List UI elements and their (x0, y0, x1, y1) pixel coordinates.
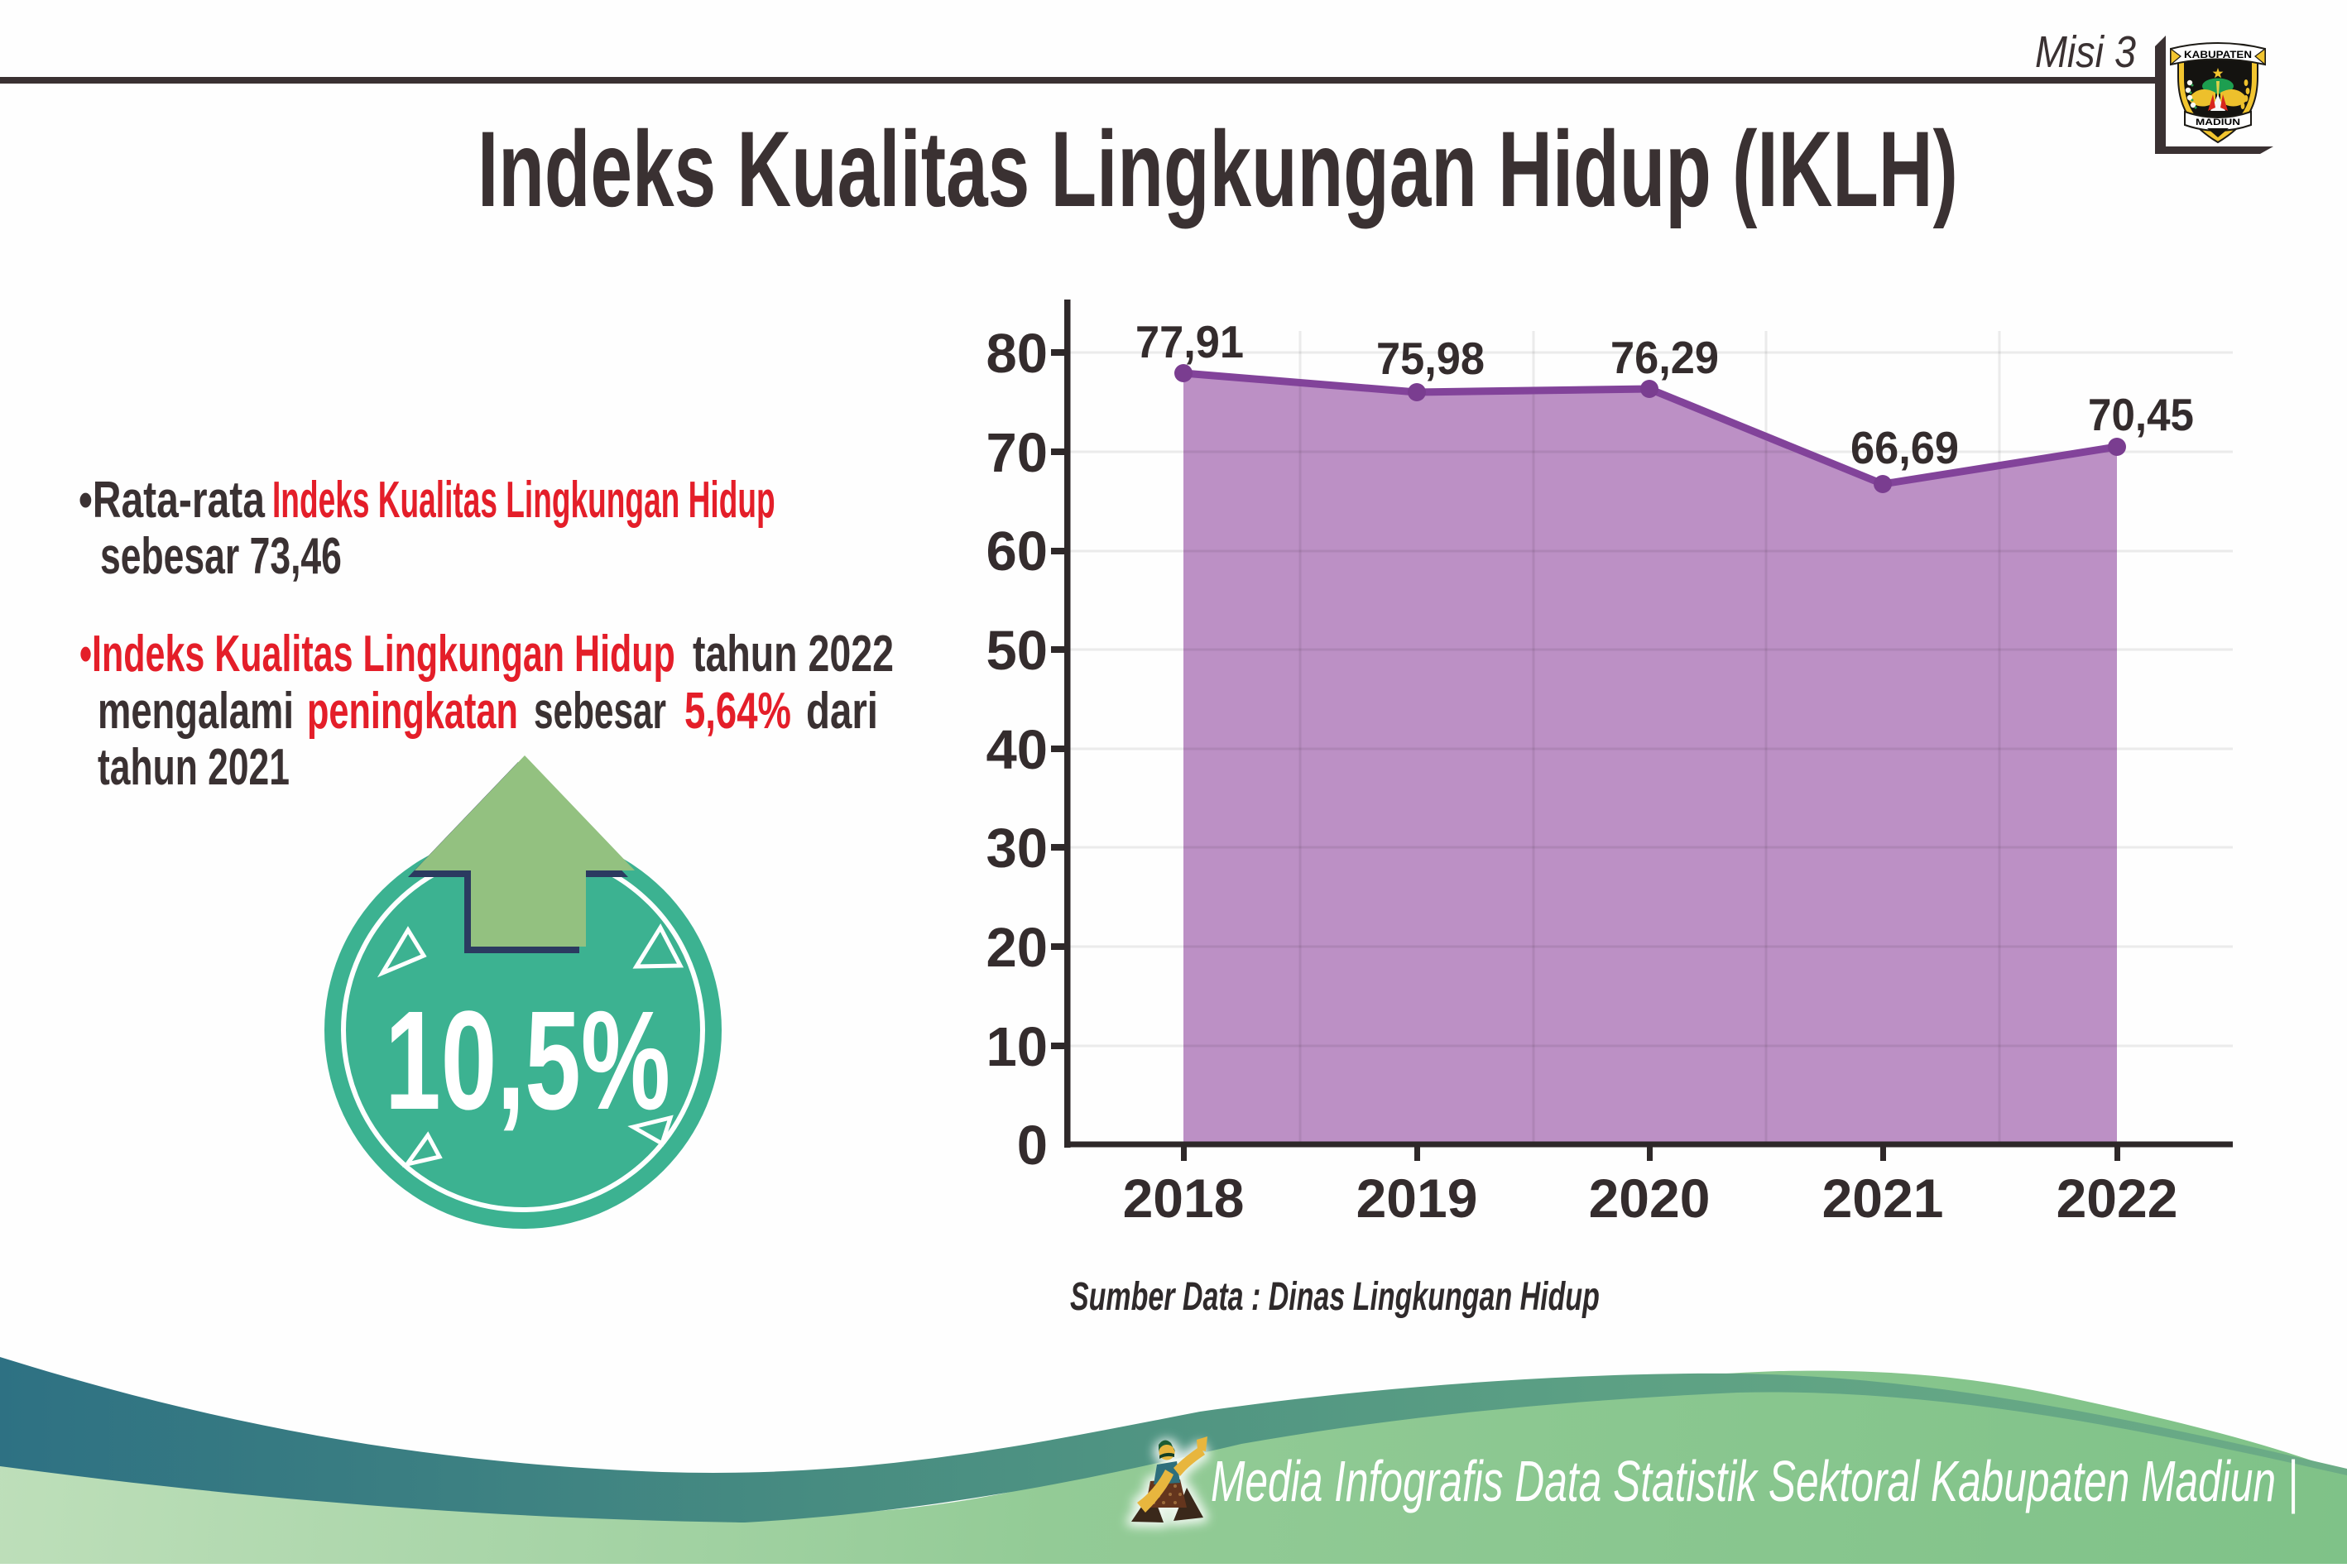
svg-text:10: 10 (986, 1016, 1048, 1078)
svg-text:76,29: 76,29 (1610, 333, 1719, 383)
svg-text:77,91: 77,91 (1135, 317, 1244, 367)
svg-text:0: 0 (1017, 1115, 1048, 1177)
svg-text:5,64%: 5,64% (684, 682, 791, 740)
svg-text:Media Infografis Data Statisti: Media Infografis Data Statistik Sektoral… (1211, 1449, 2298, 1515)
svg-text:50: 50 (986, 620, 1048, 682)
svg-text:Indeks Kualitas Lingkungan Hid: Indeks Kualitas Lingkungan Hidup (IKLH) (478, 108, 1958, 229)
svg-text:40: 40 (986, 719, 1048, 781)
svg-text:2019: 2019 (1356, 1168, 1478, 1229)
svg-text:2021: 2021 (1822, 1168, 1944, 1229)
svg-text:dari: dari (806, 682, 878, 740)
svg-text:20: 20 (986, 917, 1048, 979)
svg-text:tahun 2021: tahun 2021 (98, 739, 290, 796)
svg-text:2022: 2022 (2057, 1168, 2178, 1229)
svg-text:tahun 2022: tahun 2022 (693, 624, 894, 682)
svg-text:66,69: 66,69 (1850, 423, 1959, 473)
svg-text:Indeks Kualitas Lingkungan Hid: Indeks Kualitas Lingkungan Hidup (272, 471, 775, 528)
svg-text:sebesar: sebesar (534, 683, 666, 740)
svg-text:75,98: 75,98 (1376, 333, 1485, 384)
svg-text:peningkatan: peningkatan (307, 683, 518, 740)
svg-text:2018: 2018 (1123, 1168, 1245, 1229)
svg-text:MADIUN: MADIUN (2196, 117, 2240, 127)
svg-text:Sumber Data : Dinas Lingkungan: Sumber Data : Dinas Lingkungan Hidup (1070, 1273, 1600, 1318)
svg-text:60: 60 (986, 520, 1048, 583)
svg-text:•Indeks Kualitas Lingkungan Hi: •Indeks Kualitas Lingkungan Hidup (79, 626, 675, 683)
svg-text:KABUPATEN: KABUPATEN (2184, 49, 2252, 60)
svg-text:70: 70 (986, 422, 1048, 484)
svg-text:2020: 2020 (1589, 1168, 1711, 1229)
svg-text:mengalami: mengalami (98, 682, 294, 740)
svg-text:30: 30 (986, 818, 1048, 880)
svg-text:70,45: 70,45 (2088, 390, 2194, 440)
svg-text:80: 80 (986, 323, 1048, 385)
svg-text:•Rata-rata: •Rata-rata (79, 471, 266, 528)
svg-text:sebesar 73,46: sebesar 73,46 (100, 528, 342, 585)
svg-text:Misi 3: Misi 3 (2035, 26, 2136, 77)
svg-text:10,5%: 10,5% (385, 982, 670, 1139)
